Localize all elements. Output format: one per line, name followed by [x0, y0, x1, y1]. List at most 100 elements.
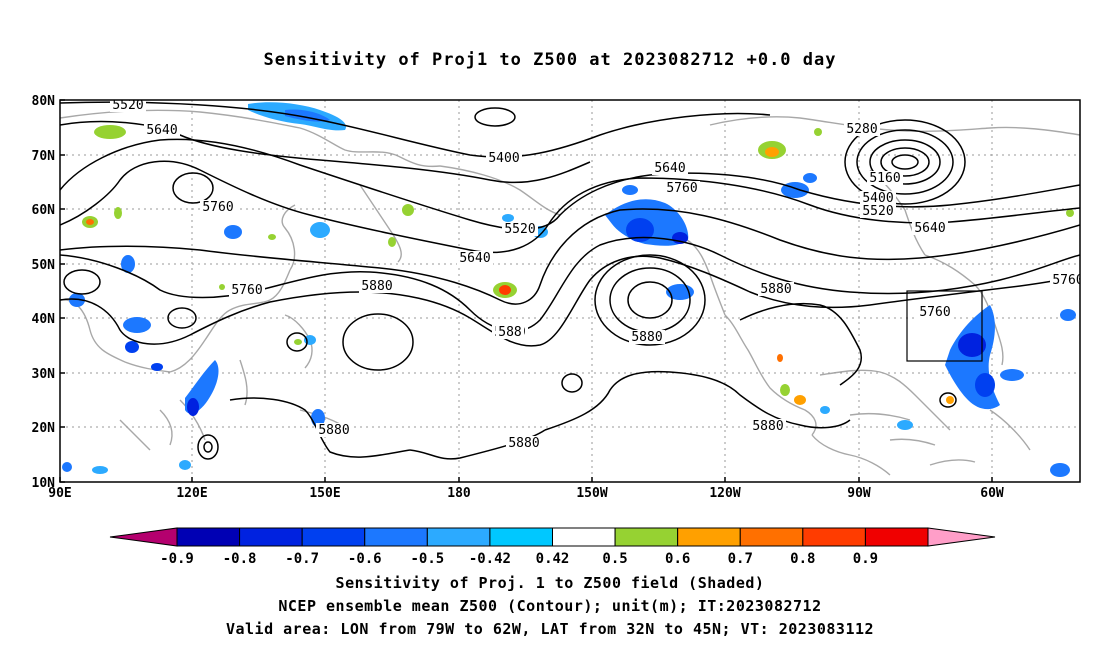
contour-label-bg — [867, 171, 903, 185]
colorbar-segment — [739, 527, 804, 547]
caption-line-1: Sensitivity of Proj. 1 to Z500 field (Sh… — [335, 574, 765, 592]
contour-label: 5880 — [318, 423, 349, 438]
colorbar-label: -0.5 — [410, 551, 444, 567]
contour-label-bg — [229, 283, 265, 297]
contour-label-bg — [912, 221, 948, 235]
contour-label: 5400 — [488, 151, 519, 166]
contour-label-bg — [652, 161, 688, 175]
contour-label: 5400 — [862, 191, 893, 206]
lon-tick-label: 150E — [309, 486, 340, 501]
sensitivity-shading — [62, 102, 1076, 477]
lon-tick-label: 120E — [176, 486, 207, 501]
contour-label-bg — [457, 251, 493, 265]
contour-label-bg — [200, 200, 236, 214]
colorbar-high-triangle — [927, 527, 996, 547]
contour-label: 5520 — [862, 204, 893, 219]
lon-tick-label: 180 — [447, 486, 471, 501]
lat-tick-label: 50N — [32, 258, 56, 273]
contour-label: 5640 — [459, 251, 490, 266]
contour-label-bg — [629, 330, 665, 344]
contour-label: 5760 — [1052, 273, 1083, 288]
colorbar-segment — [864, 527, 929, 547]
contour-label-bg — [917, 305, 953, 319]
lon-tick-label: 90W — [847, 486, 871, 501]
contour-label: 5880 — [361, 279, 392, 294]
lon-tick-label: 120W — [709, 486, 740, 501]
contour-label: 5760 — [919, 305, 950, 320]
colorbar-segment — [239, 527, 303, 547]
lat-tick-label: 10N — [32, 476, 56, 491]
colorbar-segment — [301, 527, 366, 547]
colorbar-segment — [677, 527, 741, 547]
caption-line-3: Valid area: LON from 79W to 62W, LAT fro… — [225, 620, 875, 638]
colorbar-label: 0.7 — [728, 551, 753, 567]
lon-tick-label: 150W — [576, 486, 607, 501]
contour-label-bg — [664, 181, 700, 195]
colorbar-segment — [802, 527, 866, 547]
z500-contours — [60, 101, 1080, 460]
contour-label: 5760 — [231, 283, 262, 298]
contour-label: 5880 — [631, 330, 662, 345]
contour-label-bg — [844, 122, 880, 136]
contour-label-bg — [860, 204, 896, 218]
contour-label-bg — [144, 123, 180, 137]
contour-label-bg — [506, 436, 542, 450]
contour-label-bg — [758, 282, 794, 296]
contour-label: 5880 — [508, 436, 539, 451]
contour-label: 5760 — [202, 200, 233, 215]
contour-label: 5880 — [760, 282, 791, 297]
contour-label: 5880 — [752, 419, 783, 434]
plot-frame — [59, 99, 1081, 483]
lon-tick-label: 90E — [48, 486, 71, 501]
contour-label: 5520 — [112, 98, 143, 113]
contour-label-bg — [1050, 273, 1080, 287]
colorbar-label: 0.8 — [790, 551, 815, 567]
contour-label-bg — [502, 222, 538, 236]
contour-label-bg — [486, 151, 522, 165]
colorbar-segment — [489, 527, 553, 547]
colorbar-label: -0.7 — [285, 551, 319, 567]
contour-label-bg — [359, 279, 395, 293]
colorbar-segment — [426, 527, 491, 547]
colorbar-label: -0.42 — [469, 551, 511, 567]
lat-tick-label: 20N — [32, 421, 56, 436]
lat-tick-label: 80N — [32, 94, 56, 109]
colorbar-label: -0.8 — [223, 551, 257, 567]
colorbar-label: 0.6 — [665, 551, 690, 567]
lat-tick-label: 40N — [32, 312, 56, 327]
colorbar-segment — [552, 527, 616, 547]
colorbar-label: -0.9 — [160, 551, 194, 567]
contour-label: 5280 — [846, 122, 877, 137]
contour-label-bg — [316, 423, 352, 437]
contour-label: 5160 — [869, 171, 900, 186]
contour-label-bg — [750, 419, 786, 433]
colorbar-label: 0.5 — [602, 551, 627, 567]
caption-line-2: NCEP ensemble mean Z500 (Contour); unit(… — [278, 597, 822, 615]
colorbar: -0.9 -0.8 -0.7 -0.6 -0.5 -0.42 0.42 0.5 0.6 0.7 0.… — [109, 527, 996, 567]
lat-tick-label: 30N — [32, 367, 56, 382]
lat-tick-label: 60N — [32, 203, 56, 218]
contour-label: 5640 — [146, 123, 177, 138]
colorbar-segment — [614, 527, 679, 547]
contour-label: 588 — [498, 325, 521, 340]
lon-tick-label: 60W — [980, 486, 1004, 501]
contour-label: 5520 — [504, 222, 535, 237]
contour-label: 5640 — [914, 221, 945, 236]
latitude-axis: 80N 70N 60N 50N 40N 30N 20N 10N — [32, 94, 65, 491]
contour-labels: 5520564054005640576052805160540055205640… — [110, 98, 1083, 451]
longitude-axis: 90E 120E 150E 180 150W 120W 90W 60W — [48, 477, 1004, 501]
colorbar-label: 0.42 — [536, 551, 570, 567]
contour-label-bg — [110, 100, 146, 112]
lat-tick-label: 70N — [32, 149, 56, 164]
contour-label-bg — [496, 325, 524, 339]
colorbar-segment — [364, 527, 428, 547]
valid-area-box — [906, 290, 983, 362]
contour-label: 5640 — [654, 161, 685, 176]
graticule — [60, 100, 1080, 482]
map-title: Sensitivity of Proj1 to Z500 at 20230827… — [263, 50, 837, 70]
colorbar-segment — [176, 527, 241, 547]
contour-label-bg — [860, 191, 896, 205]
colorbar-label: 0.9 — [853, 551, 878, 567]
contour-label: 5760 — [666, 181, 697, 196]
